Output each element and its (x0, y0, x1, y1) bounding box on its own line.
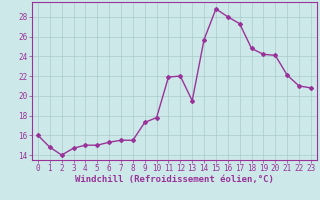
X-axis label: Windchill (Refroidissement éolien,°C): Windchill (Refroidissement éolien,°C) (75, 175, 274, 184)
